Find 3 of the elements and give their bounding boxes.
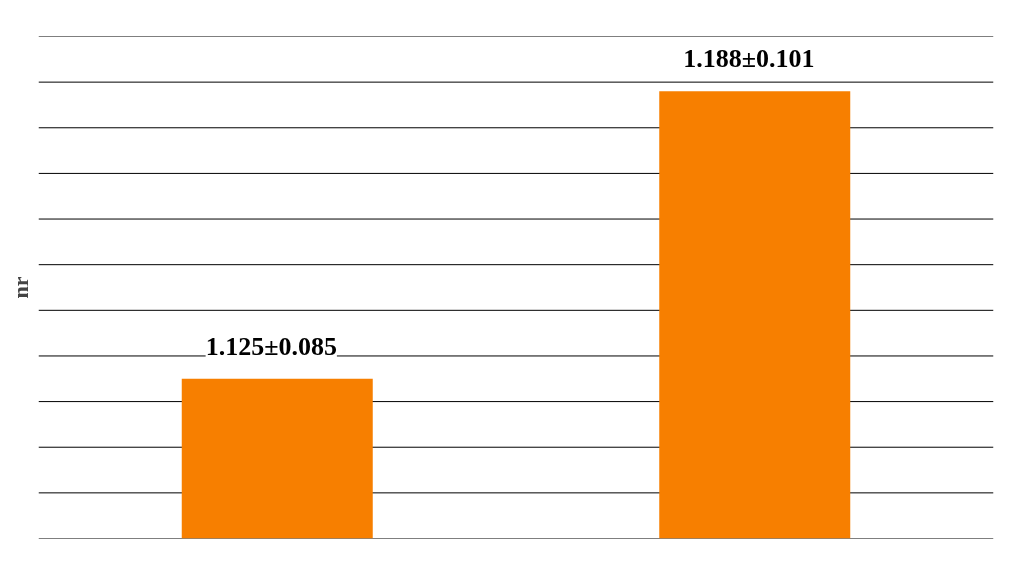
y-axis-title: nr bbox=[7, 276, 33, 299]
data-label: 1.188±0.101 bbox=[683, 44, 815, 74]
data-label: 1.125±0.085 bbox=[205, 331, 337, 361]
